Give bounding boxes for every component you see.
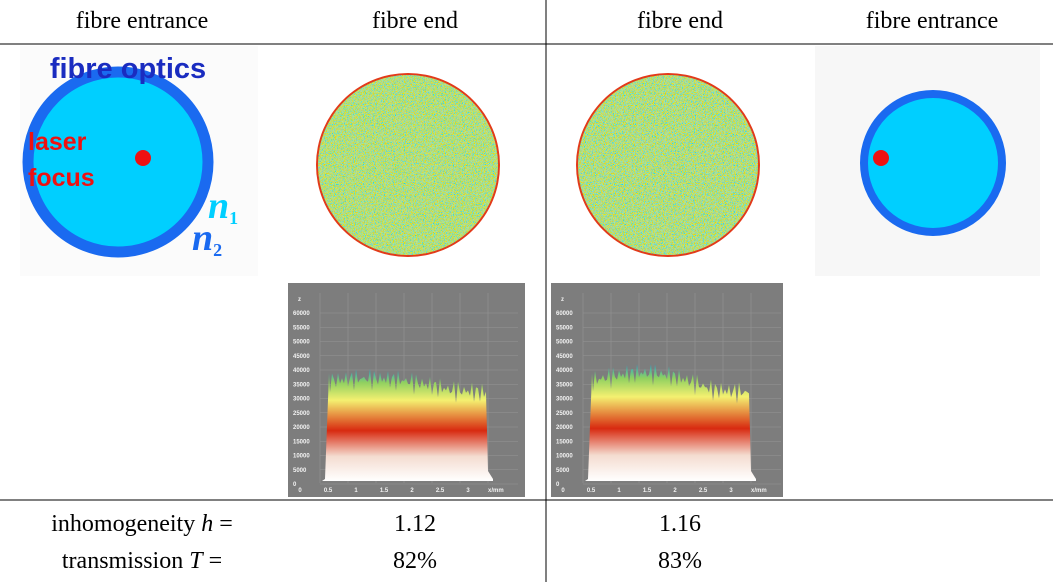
axis-label: z: [298, 297, 301, 303]
axis-label: x/mm: [751, 488, 767, 494]
symbol: h: [201, 511, 213, 537]
label: inhomogeneity: [51, 511, 195, 537]
z-tick-label: 10000: [293, 454, 310, 460]
eq: =: [219, 511, 233, 537]
laser-spot: [873, 150, 889, 166]
x-tick-label: 2.5: [699, 488, 708, 494]
speckle-image: [578, 75, 758, 255]
diagram-label: laser: [28, 128, 87, 156]
speckle-image: [318, 75, 498, 255]
row-label: inhomogeneity h =: [51, 511, 233, 537]
z-tick-label: 55000: [556, 325, 573, 331]
symbol: n: [192, 217, 213, 259]
z-tick-label: 45000: [293, 354, 310, 360]
z-tick-label: 30000: [293, 397, 310, 403]
x-tick-label: 2.5: [436, 488, 445, 494]
x-tick-label: 1.5: [643, 488, 652, 494]
label: transmission: [62, 548, 183, 574]
x-tick-label: 3: [466, 488, 470, 494]
x-tick-label: 3: [729, 488, 733, 494]
header-cell: fibre entrance: [866, 8, 999, 34]
x-tick-label: 0: [298, 488, 302, 494]
z-tick-label: 5000: [293, 468, 307, 474]
axis-label: x/mm: [488, 488, 504, 494]
z-tick-label: 45000: [556, 354, 573, 360]
header-cell: fibre end: [637, 8, 723, 34]
z-tick-label: 0: [556, 482, 560, 488]
z-tick-label: 60000: [556, 311, 573, 317]
index-label: n2: [192, 217, 222, 260]
z-tick-label: 15000: [556, 439, 573, 445]
x-tick-label: 1.5: [380, 488, 389, 494]
z-tick-label: 10000: [556, 454, 573, 460]
z-tick-label: 60000: [293, 311, 310, 317]
cell: 82%: [393, 548, 437, 574]
x-tick-label: 0.5: [324, 488, 333, 494]
cell: 1.16: [659, 511, 701, 537]
laser-spot: [135, 150, 151, 166]
cell: 83%: [658, 548, 702, 574]
z-tick-label: 35000: [556, 382, 573, 388]
fibre: [860, 90, 1006, 236]
z-tick-label: 40000: [293, 368, 310, 374]
eq: =: [209, 548, 223, 574]
row-label: transmission T =: [62, 548, 222, 574]
z-tick-label: 35000: [293, 382, 310, 388]
diagram-label: focus: [28, 164, 95, 192]
z-tick-label: 40000: [556, 368, 573, 374]
z-tick-label: 5000: [556, 468, 570, 474]
x-tick-label: 1: [354, 488, 358, 494]
surface: [322, 368, 493, 481]
diagram-title: fibre optics: [50, 53, 206, 85]
surface: [585, 364, 756, 481]
symbol: n: [208, 185, 229, 227]
index-label: n1: [208, 185, 238, 228]
z-tick-label: 25000: [293, 411, 310, 417]
z-tick-label: 20000: [293, 425, 310, 431]
axis-label: z: [561, 297, 564, 303]
x-tick-label: 0: [561, 488, 565, 494]
x-tick-label: 1: [617, 488, 621, 494]
z-tick-label: 30000: [556, 397, 573, 403]
fibre: [22, 66, 214, 258]
z-tick-label: 0: [293, 482, 297, 488]
x-tick-label: 2: [410, 488, 414, 494]
z-tick-label: 25000: [556, 411, 573, 417]
z-tick-label: 50000: [293, 340, 310, 346]
cell: 1.12: [394, 511, 436, 537]
header-cell: fibre end: [372, 8, 458, 34]
x-tick-label: 0.5: [587, 488, 596, 494]
header-cell: fibre entrance: [76, 8, 209, 34]
z-tick-label: 15000: [293, 439, 310, 445]
subscript: 1: [229, 208, 238, 228]
z-tick-label: 55000: [293, 325, 310, 331]
symbol: T: [189, 548, 204, 574]
z-tick-label: 20000: [556, 425, 573, 431]
subscript: 2: [213, 240, 222, 260]
z-tick-label: 50000: [556, 340, 573, 346]
x-tick-label: 2: [673, 488, 677, 494]
